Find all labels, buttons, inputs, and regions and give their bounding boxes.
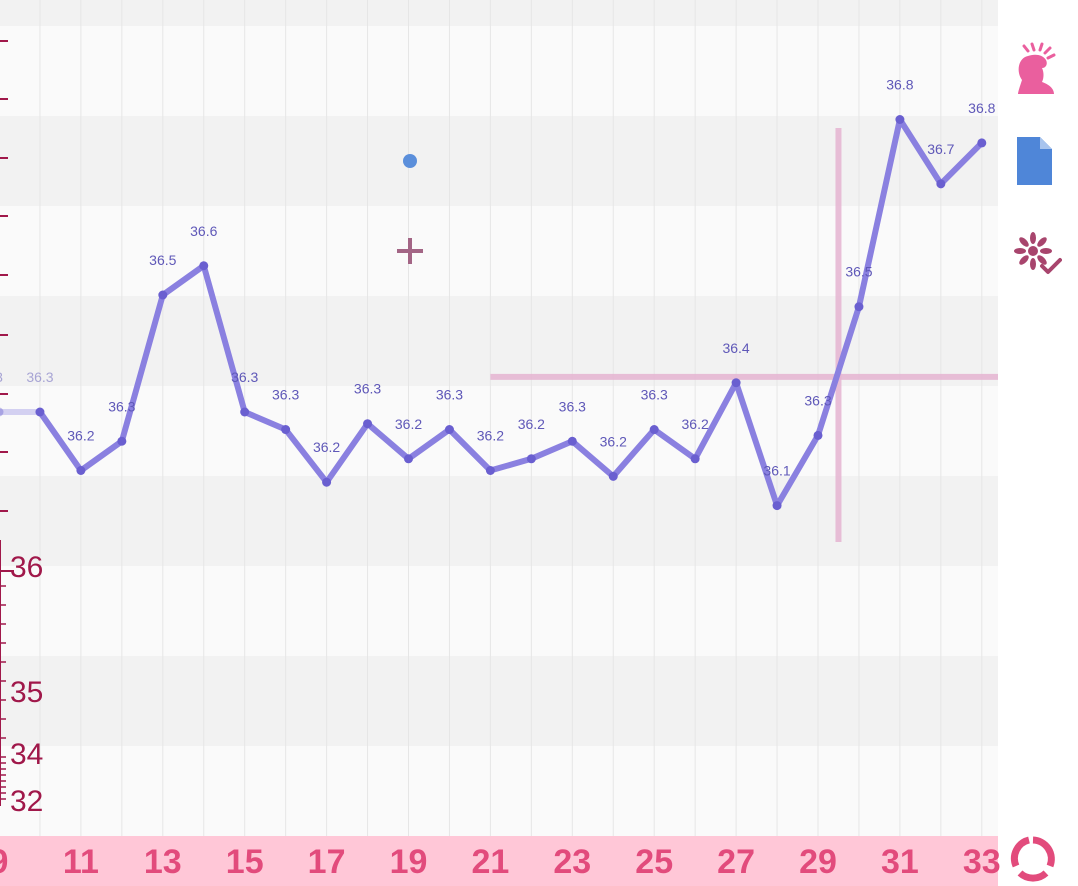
data-label: 36.2 (518, 416, 545, 432)
data-label: 36.3 (436, 387, 463, 403)
x-tick-label: 11 (63, 843, 99, 881)
y-tick-label: 32 (10, 785, 43, 818)
data-label: 36.2 (477, 428, 504, 444)
data-label: 36.6 (190, 223, 217, 239)
document-icon[interactable] (1014, 135, 1056, 187)
x-tick-label: 19 (390, 843, 428, 881)
data-point (608, 471, 618, 481)
data-label: 36.1 (763, 463, 790, 479)
x-tick-label: 23 (553, 843, 591, 881)
grid-band (0, 476, 998, 566)
grid-band (0, 296, 998, 386)
data-point (649, 425, 659, 435)
x-tick-label: 13 (144, 843, 182, 881)
data-point (895, 115, 905, 124)
data-point (322, 477, 332, 487)
cycle-refresh-icon[interactable] (1010, 836, 1056, 882)
y-tick-label: 34 (10, 738, 43, 771)
data-point (158, 290, 168, 300)
data-point (240, 407, 250, 417)
data-label: 36.3 (354, 381, 381, 397)
data-label: 36.2 (682, 416, 709, 432)
data-point (117, 436, 127, 446)
x-tick-label: 21 (471, 843, 509, 881)
data-point (363, 419, 373, 429)
data-label: 36.8 (886, 77, 913, 93)
data-point (772, 501, 782, 511)
data-label: 36.3 (804, 392, 831, 408)
data-label: 36.3 (231, 369, 258, 385)
data-point (567, 436, 577, 446)
data-point (977, 138, 987, 148)
data-label: 36.2 (395, 416, 422, 432)
data-label: 36.3 (108, 398, 135, 414)
data-label: 36.3 (272, 387, 299, 403)
data-label: 36.2 (600, 433, 627, 449)
data-point (813, 430, 823, 440)
grid-band (0, 116, 998, 206)
marker-dot (403, 154, 417, 168)
x-tick-label: 17 (308, 843, 346, 881)
data-label: 3 (0, 369, 3, 385)
x-tick-label: 27 (717, 843, 755, 881)
data-point (731, 378, 741, 388)
woman-headache-icon[interactable] (1012, 42, 1058, 94)
y-tick-label: 35 (10, 676, 43, 709)
data-point (35, 407, 45, 417)
data-point (936, 179, 946, 189)
x-tick-label: 15 (226, 843, 264, 881)
data-point (76, 466, 86, 475)
data-point (526, 454, 536, 464)
data-point (444, 425, 454, 435)
x-tick-label: 9 (0, 843, 8, 881)
y-tick-label: 36 (10, 551, 43, 584)
grid-band (0, 0, 998, 26)
data-label: 36.7 (927, 141, 954, 157)
series-line (36, 116, 985, 509)
data-label: 36.5 (845, 264, 872, 280)
x-axis-band (0, 836, 998, 886)
x-tick-label: 29 (799, 843, 837, 881)
data-label: 36.5 (149, 252, 176, 268)
data-label: 36.3 (559, 398, 586, 414)
data-point (199, 261, 209, 271)
data-label: 36.4 (722, 340, 749, 356)
data-point (485, 466, 495, 475)
data-point (0, 407, 4, 417)
x-tick-label: 31 (881, 843, 919, 881)
flower-check-icon[interactable] (1012, 230, 1062, 280)
data-point (281, 425, 291, 435)
data-label: 36.3 (26, 369, 53, 385)
data-label: 36.3 (641, 387, 668, 403)
x-tick-label: 25 (635, 843, 673, 881)
data-point (854, 302, 864, 312)
period-cycle-icon[interactable] (1014, 0, 1054, 6)
grid-band (0, 656, 998, 746)
data-label: 36.8 (968, 100, 995, 116)
data-label: 36.2 (313, 439, 340, 455)
data-label: 36.2 (67, 428, 94, 444)
x-tick-label: 33 (963, 843, 1001, 881)
data-point (690, 454, 700, 464)
data-point (404, 454, 413, 464)
